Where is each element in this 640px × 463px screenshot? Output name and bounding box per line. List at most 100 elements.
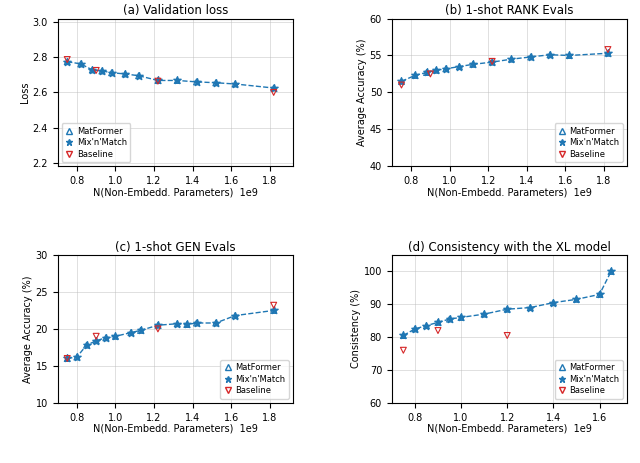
Point xyxy=(398,332,408,339)
Point xyxy=(421,69,431,76)
Point xyxy=(441,65,451,73)
Point xyxy=(153,321,163,329)
Point xyxy=(106,69,116,76)
Point xyxy=(410,72,420,79)
Point xyxy=(100,334,111,342)
Point xyxy=(431,67,442,74)
Point xyxy=(454,63,465,70)
Point xyxy=(72,353,82,361)
Y-axis label: Average Accuracy (%): Average Accuracy (%) xyxy=(357,39,367,146)
Point xyxy=(548,299,559,307)
Point xyxy=(62,58,72,65)
Point xyxy=(433,319,443,326)
Point xyxy=(433,327,443,334)
Point xyxy=(136,327,146,334)
Point xyxy=(91,337,101,344)
Point xyxy=(153,77,163,84)
Point xyxy=(62,355,72,362)
Point xyxy=(62,355,72,362)
Point xyxy=(564,52,575,59)
Point xyxy=(410,325,420,332)
Point xyxy=(441,65,451,73)
Point xyxy=(230,312,240,319)
Point xyxy=(525,53,536,61)
X-axis label: N(Non-Embedd. Parameters)  1e9: N(Non-Embedd. Parameters) 1e9 xyxy=(93,188,258,197)
Point xyxy=(410,325,420,332)
Point xyxy=(62,56,72,63)
Point xyxy=(191,78,202,86)
Title: (c) 1-shot GEN Evals: (c) 1-shot GEN Evals xyxy=(115,241,236,254)
Point xyxy=(454,63,465,70)
Point xyxy=(120,70,131,78)
Point xyxy=(172,320,182,327)
Point xyxy=(421,69,431,76)
Point xyxy=(134,72,144,80)
Point xyxy=(572,296,582,303)
Point xyxy=(525,304,536,311)
Point xyxy=(545,51,555,58)
Point xyxy=(211,319,221,327)
Point xyxy=(172,77,182,84)
Point xyxy=(230,80,240,88)
Point xyxy=(91,67,101,74)
Point xyxy=(182,321,192,328)
Point xyxy=(191,319,202,327)
Point xyxy=(153,77,163,85)
Point xyxy=(87,66,97,74)
Point xyxy=(76,60,86,68)
Point xyxy=(153,77,163,84)
Point xyxy=(502,306,513,313)
Point xyxy=(91,332,101,340)
Title: (a) Validation loss: (a) Validation loss xyxy=(123,4,228,17)
Point xyxy=(76,60,86,68)
Y-axis label: Loss: Loss xyxy=(20,81,29,103)
Point xyxy=(506,56,516,63)
Point xyxy=(545,51,555,58)
Point xyxy=(269,301,279,309)
Point xyxy=(134,72,144,80)
Point xyxy=(269,307,279,314)
Point xyxy=(525,53,536,61)
Point xyxy=(572,296,582,303)
Title: (b) 1-shot RANK Evals: (b) 1-shot RANK Evals xyxy=(445,4,574,17)
Point xyxy=(479,310,489,318)
Point xyxy=(110,332,120,340)
Point xyxy=(396,78,406,85)
Point xyxy=(603,50,613,57)
Point xyxy=(564,52,575,59)
Point xyxy=(87,66,97,74)
Point xyxy=(502,332,513,339)
Point xyxy=(269,84,279,92)
Point xyxy=(487,58,497,66)
Point xyxy=(191,319,202,327)
Point xyxy=(172,77,182,84)
Point xyxy=(487,58,497,65)
Point xyxy=(211,79,221,87)
Legend: MatFormer, Mix'n'Match, Baseline: MatFormer, Mix'n'Match, Baseline xyxy=(220,360,289,399)
Point xyxy=(431,67,442,74)
Point xyxy=(603,46,613,53)
Point xyxy=(269,84,279,92)
Legend: MatFormer, Mix'n'Match, Baseline: MatFormer, Mix'n'Match, Baseline xyxy=(555,360,623,399)
Point xyxy=(211,79,221,87)
Point xyxy=(172,320,182,327)
Point xyxy=(595,291,605,298)
X-axis label: N(Non-Embedd. Parameters)  1e9: N(Non-Embedd. Parameters) 1e9 xyxy=(427,188,592,197)
Point xyxy=(433,319,443,326)
Point xyxy=(97,67,107,75)
Point xyxy=(91,337,101,344)
Point xyxy=(398,332,408,339)
Point xyxy=(230,80,240,88)
Point xyxy=(126,329,136,336)
Point xyxy=(479,310,489,318)
Point xyxy=(100,334,111,342)
Point xyxy=(606,268,616,275)
Point xyxy=(120,70,131,78)
Point xyxy=(603,50,613,57)
X-axis label: N(Non-Embedd. Parameters)  1e9: N(Non-Embedd. Parameters) 1e9 xyxy=(427,424,592,434)
Point xyxy=(487,58,497,66)
Point xyxy=(468,61,478,68)
Point xyxy=(62,355,72,362)
Point xyxy=(444,315,454,323)
Point xyxy=(62,58,72,65)
